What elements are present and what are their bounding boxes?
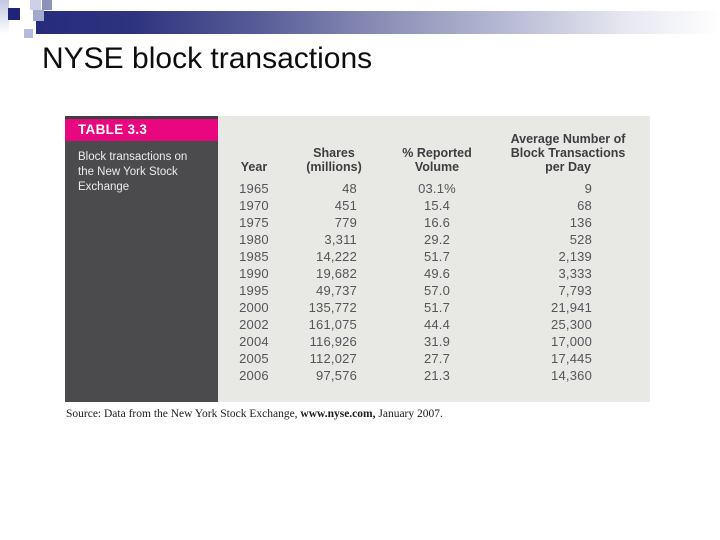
table-cell-shares-millions: 3,311 bbox=[324, 232, 357, 247]
table-row: 1985 14,222 51.7 2,139 bbox=[218, 248, 650, 265]
table-cell-year: 1995 bbox=[239, 283, 269, 298]
table-cell-pct-reported-volume: 49.6 bbox=[423, 266, 451, 281]
table-row: 2002 161,075 44.4 25,300 bbox=[218, 316, 650, 333]
table-cell-pct-reported-volume: 51.7 bbox=[423, 249, 451, 264]
table-row: 1995 49,737 57.0 7,793 bbox=[218, 282, 650, 299]
table-cell-shares-millions: 135,772 bbox=[308, 300, 357, 315]
table-cell-avg-block-transactions-per-day: 136 bbox=[569, 215, 592, 230]
decor-square-below-bar bbox=[24, 29, 33, 38]
table-cell-shares-millions: 19,682 bbox=[316, 266, 357, 281]
source-note: Source: Data from the New York Stock Exc… bbox=[66, 408, 443, 420]
table-row: 2000 135,772 51.7 21,941 bbox=[218, 299, 650, 316]
decor-square-light bbox=[30, 0, 41, 10]
table-cell-year: 2004 bbox=[239, 334, 269, 349]
source-note-url: www.nyse.com, bbox=[300, 408, 376, 420]
table-row: 1990 19,682 49.6 3,333 bbox=[218, 265, 650, 282]
table-cell-shares-millions: 97,576 bbox=[316, 368, 357, 383]
table-cell-avg-block-transactions-per-day: 2,139 bbox=[558, 249, 592, 264]
table-cell-avg-block-transactions-per-day: 17,000 bbox=[551, 334, 592, 349]
table-cell-avg-block-transactions-per-day: 17,445 bbox=[551, 351, 592, 366]
source-note-suffix: January 2007. bbox=[375, 408, 443, 420]
block-transactions-table: Year Shares (millions) % Reported Volume Aver… bbox=[218, 116, 650, 384]
decor-square-medium bbox=[33, 10, 44, 21]
decor-gradient-strip bbox=[0, 0, 9, 34]
table-body-area: Year Shares (millions) % Reported Volume Aver… bbox=[218, 116, 650, 402]
table-cell-pct-reported-volume: 51.7 bbox=[423, 300, 451, 315]
decor-gradient-bar bbox=[36, 11, 720, 34]
table-cell-pct-reported-volume: 27.7 bbox=[423, 351, 451, 366]
slide-title: NYSE block transactions bbox=[42, 42, 373, 75]
table-cell-avg-block-transactions-per-day: 68 bbox=[577, 198, 592, 213]
table-cell-year: 1985 bbox=[239, 249, 269, 264]
table-label-column: TABLE 3.3 Block transactions on the New … bbox=[65, 116, 218, 402]
table-cell-pct-reported-volume: 16.6 bbox=[423, 215, 451, 230]
column-header-pct-reported-volume: % Reported Volume bbox=[402, 146, 472, 174]
decor-square-navy bbox=[8, 8, 20, 20]
decor-square-slate bbox=[42, 0, 52, 10]
column-header-avg-block-transactions-per-day: Average Number of Block Transactions per D… bbox=[510, 132, 626, 174]
table-cell-pct-reported-volume: 57.0 bbox=[423, 283, 451, 298]
table-cell-avg-block-transactions-per-day: 9 bbox=[584, 181, 592, 196]
column-header-shares-millions: Shares (millions) bbox=[306, 146, 362, 174]
table-cell-shares-millions: 116,926 bbox=[309, 334, 357, 349]
table-row: 2005 112,027 27.7 17,445 bbox=[218, 350, 650, 367]
table-cell-pct-reported-volume: 03.1% bbox=[418, 181, 456, 196]
table-cell-year: 2002 bbox=[239, 317, 269, 332]
column-header-year: Year bbox=[240, 160, 268, 174]
table-cell-shares-millions: 161,075 bbox=[308, 317, 357, 332]
table-row: 2004 116,926 31.9 17,000 bbox=[218, 333, 650, 350]
source-note-prefix: Source: Data from the New York Stock Exc… bbox=[66, 408, 301, 420]
table-cell-year: 2000 bbox=[239, 300, 269, 315]
table-cell-avg-block-transactions-per-day: 3,333 bbox=[558, 266, 592, 281]
table-cell-shares-millions: 49,737 bbox=[316, 283, 357, 298]
table-cell-shares-millions: 112,027 bbox=[309, 351, 357, 366]
table-caption: Block transactions on the New York Stock… bbox=[65, 141, 218, 402]
table-header-row: Year Shares (millions) % Reported Volume Aver… bbox=[218, 116, 650, 180]
table-cell-shares-millions: 451 bbox=[334, 198, 357, 213]
table-cell-year: 2005 bbox=[239, 351, 269, 366]
table-row: 1980 3,311 29.2 528 bbox=[218, 231, 650, 248]
table-row: 1970 451 15.4 68 bbox=[218, 197, 650, 214]
table-cell-pct-reported-volume: 15.4 bbox=[423, 198, 451, 213]
table-cell-pct-reported-volume: 21.3 bbox=[423, 368, 451, 383]
table-row: 1975 779 16.6 136 bbox=[218, 214, 650, 231]
table-number-label: TABLE 3.3 bbox=[65, 116, 218, 141]
table-cell-year: 1980 bbox=[239, 232, 269, 247]
table-cell-avg-block-transactions-per-day: 528 bbox=[569, 232, 592, 247]
table-cell-pct-reported-volume: 29.2 bbox=[423, 232, 451, 247]
table-cell-year: 1975 bbox=[239, 215, 269, 230]
table-cell-year: 1965 bbox=[239, 181, 269, 196]
table-figure: TABLE 3.3 Block transactions on the New … bbox=[65, 116, 650, 402]
table-row: 1965 48 03.1% 9 bbox=[218, 180, 650, 197]
table-cell-avg-block-transactions-per-day: 25,300 bbox=[551, 317, 592, 332]
table-cell-avg-block-transactions-per-day: 14,360 bbox=[551, 368, 592, 383]
table-cell-year: 2006 bbox=[239, 368, 269, 383]
table-row: 2006 97,576 21.3 14,360 bbox=[218, 367, 650, 384]
table-cell-pct-reported-volume: 31.9 bbox=[423, 334, 451, 349]
table-cell-year: 1970 bbox=[239, 198, 269, 213]
table-cell-pct-reported-volume: 44.4 bbox=[423, 317, 451, 332]
table-cell-shares-millions: 14,222 bbox=[316, 249, 357, 264]
table-cell-shares-millions: 48 bbox=[342, 181, 357, 196]
table-cell-year: 1990 bbox=[239, 266, 269, 281]
table-cell-avg-block-transactions-per-day: 7,793 bbox=[558, 283, 592, 298]
table-cell-avg-block-transactions-per-day: 21,941 bbox=[551, 300, 592, 315]
table-cell-shares-millions: 779 bbox=[334, 215, 357, 230]
